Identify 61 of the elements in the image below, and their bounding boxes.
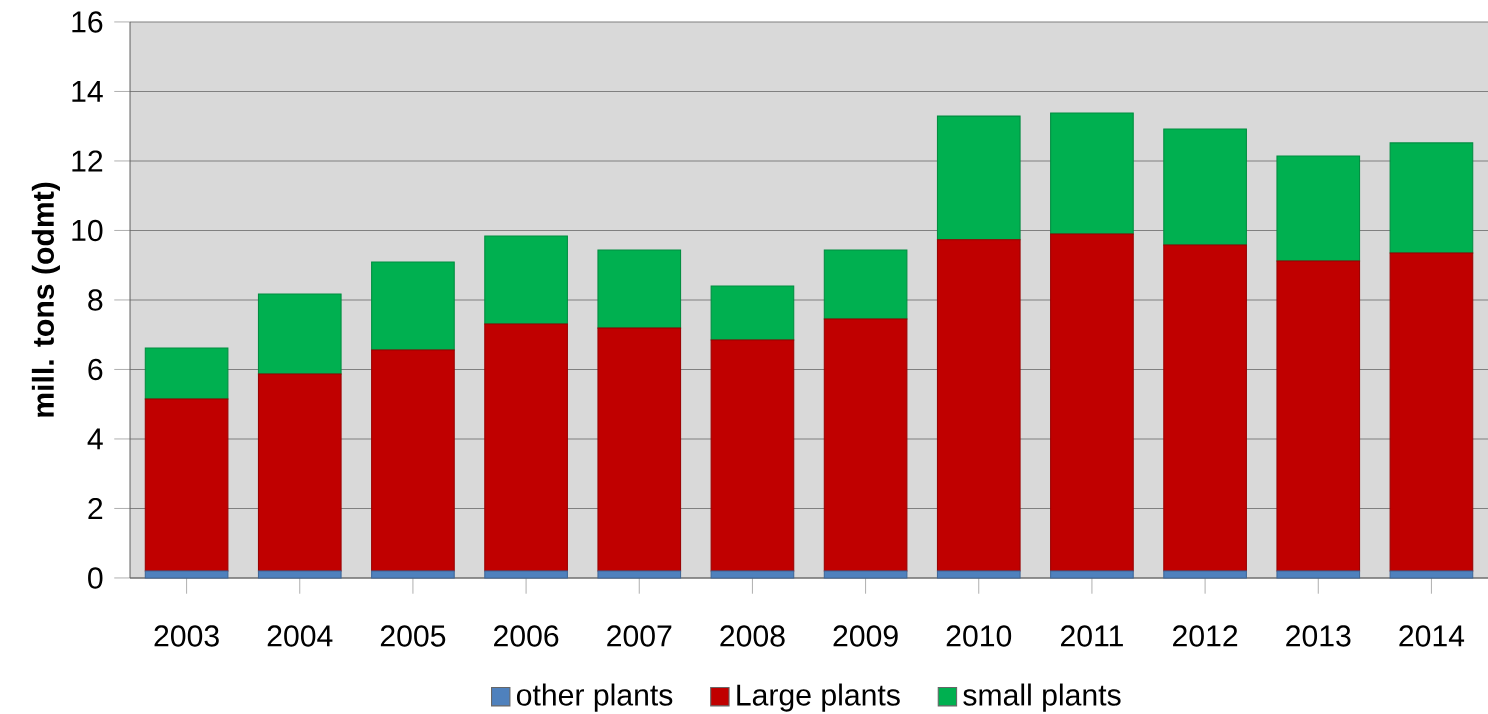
bar	[1050, 570, 1134, 579]
y-tick-label: 16	[72, 11, 103, 33]
bar	[823, 318, 908, 572]
x-tick-label: 2008	[720, 625, 785, 647]
bar	[936, 570, 1021, 579]
legend-label: other plants	[516, 683, 673, 712]
bar	[1050, 233, 1134, 572]
bar	[823, 249, 908, 320]
bar	[257, 373, 342, 572]
y-tick-label: 12	[72, 150, 103, 172]
bar	[1276, 260, 1361, 572]
bar	[371, 261, 455, 351]
x-tick-label: 2005	[380, 625, 446, 647]
bar	[823, 570, 908, 579]
bar	[710, 339, 795, 572]
bar	[484, 323, 568, 572]
x-tick-label: 2013	[1286, 625, 1351, 647]
y-tick-label: 2	[88, 497, 103, 520]
y-tick-label: 6	[88, 358, 103, 381]
legend-label: small plants	[963, 683, 1121, 712]
bar	[936, 239, 1021, 572]
bar	[710, 570, 795, 579]
x-tick-label: 2007	[607, 625, 672, 647]
x-tick-label: 2003	[154, 625, 219, 647]
bar	[257, 570, 342, 579]
y-tick-label: 10	[72, 219, 103, 242]
bar	[484, 235, 568, 325]
bar	[1276, 570, 1361, 579]
y-tick-label: 0	[88, 567, 103, 589]
bar	[1163, 128, 1247, 246]
bar	[936, 115, 1021, 241]
bar	[1389, 570, 1474, 579]
x-tick-label: 2014	[1399, 625, 1465, 647]
bar	[1389, 142, 1474, 254]
bar	[710, 285, 795, 341]
bar	[597, 570, 682, 579]
bar	[1163, 570, 1247, 579]
bar	[597, 249, 682, 329]
bar	[1050, 112, 1134, 235]
x-tick-label: 2004	[267, 625, 333, 647]
x-tick-label: 2006	[494, 625, 559, 647]
bar	[371, 349, 455, 572]
bar	[1276, 155, 1361, 262]
bar	[144, 347, 229, 400]
bar	[371, 570, 455, 579]
bar	[1389, 252, 1474, 572]
x-tick-label: 2009	[833, 625, 898, 647]
y-tick-label: 14	[72, 81, 103, 102]
bar	[144, 570, 229, 579]
y-axis-title: mill. tons (odmt)	[31, 182, 60, 417]
bar	[1163, 244, 1247, 572]
bar	[597, 327, 682, 572]
legend-label: Large plants	[737, 683, 900, 712]
x-tick-label: 2012	[1173, 625, 1238, 647]
x-tick-label: 2010	[946, 625, 1012, 647]
x-tick-label: 2011	[1061, 625, 1123, 647]
bar	[484, 570, 568, 579]
bar	[144, 398, 229, 572]
bar	[257, 293, 342, 375]
y-tick-label: 8	[88, 289, 103, 311]
y-tick-label: 4	[87, 428, 103, 450]
